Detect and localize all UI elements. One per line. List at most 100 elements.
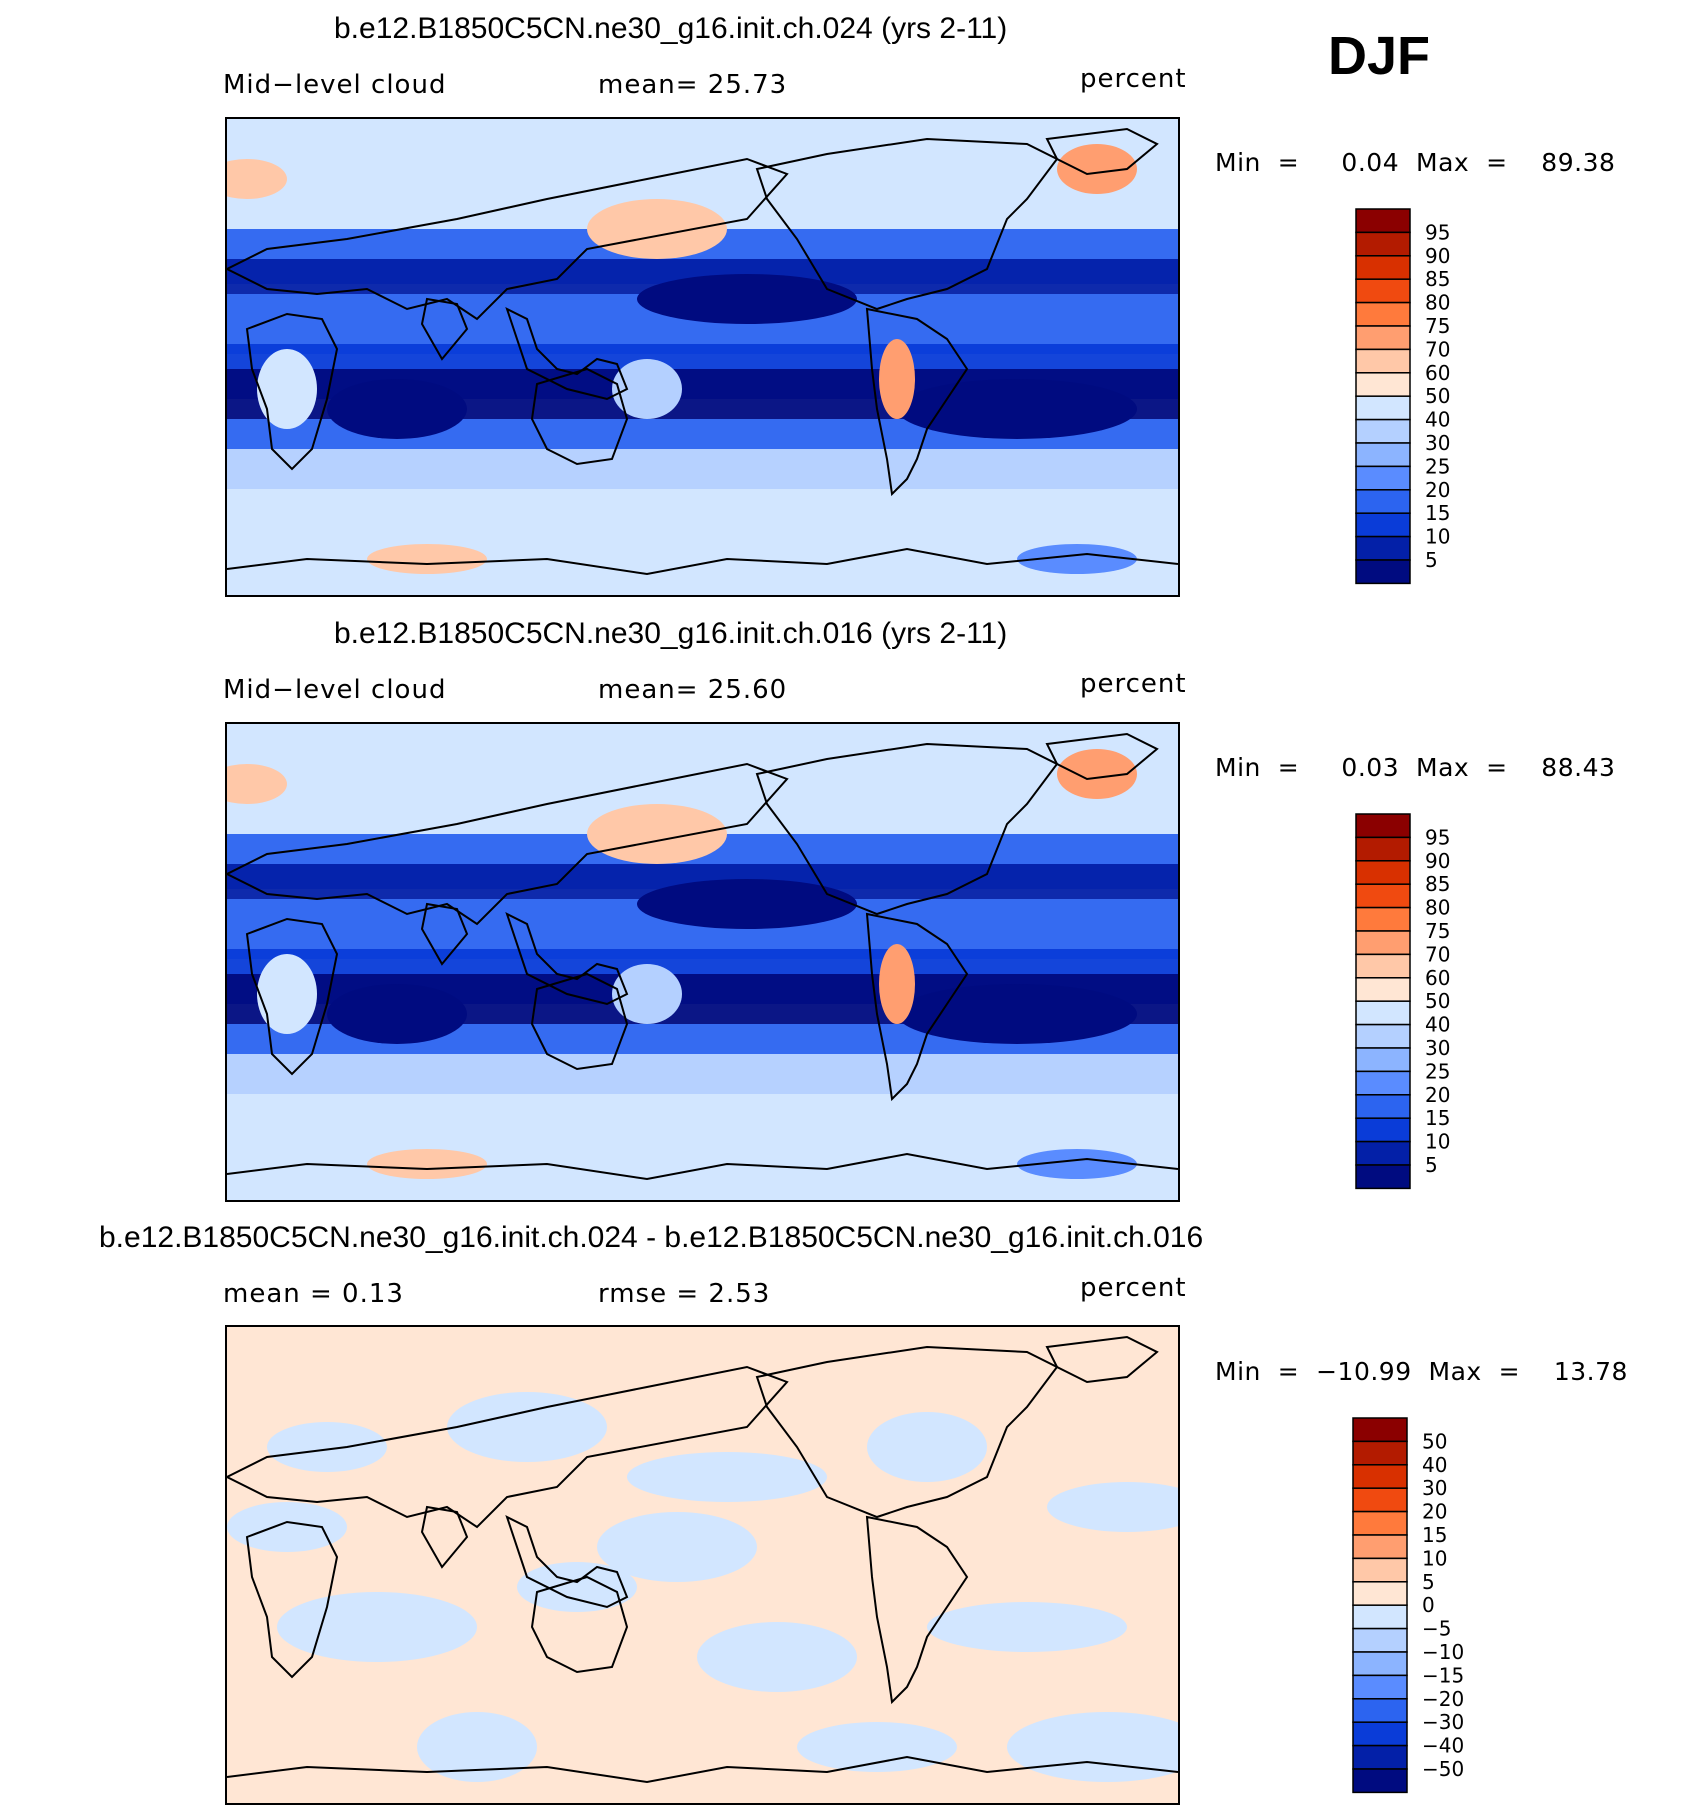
panel-1-variable-label: Mid−level cloud [223, 70, 447, 100]
colorbar-swatch [1355, 255, 1411, 280]
colorbar-tick-label: 80 [1425, 291, 1450, 315]
panel-1-units-label: percent [1080, 64, 1187, 94]
panel-3-map [225, 1325, 1180, 1805]
colorbar-swatch [1355, 418, 1411, 444]
colorbar-swatch [1352, 1627, 1408, 1653]
colorbar-tick-label: 0 [1422, 1593, 1435, 1617]
colorbar-swatch [1355, 231, 1411, 257]
colorbar-swatch [1355, 325, 1411, 351]
colorbar-swatch [1355, 930, 1411, 956]
colorbar-swatch [1355, 1164, 1411, 1190]
colorbar-swatch [1355, 1000, 1411, 1026]
colorbar-tick-label: 40 [1425, 1013, 1450, 1037]
colorbar-tick-label: 40 [1425, 408, 1450, 432]
colorbar-tick-label: 50 [1425, 384, 1450, 408]
colorbar-swatch [1352, 1557, 1408, 1583]
colorbar-tick-label: 30 [1422, 1476, 1447, 1500]
colorbar-swatch [1355, 1117, 1411, 1143]
panel-2-units-label: percent [1080, 669, 1187, 699]
colorbar-tick-label: 30 [1425, 1036, 1450, 1060]
colorbar-tick-label: 10 [1425, 525, 1450, 549]
colorbar-tick-label: 85 [1425, 872, 1450, 896]
colorbar-swatch [1355, 208, 1411, 234]
panel-2-title: b.e12.B1850C5CN.ne30_g16.init.ch.016 (yr… [334, 617, 1008, 650]
colorbar-tick-label: −20 [1422, 1687, 1464, 1711]
colorbar-swatch [1355, 465, 1411, 491]
colorbar-swatch [1352, 1768, 1408, 1794]
colorbar-swatch [1355, 1140, 1411, 1166]
panel-1-colorbar: 95 90 85 80 75 70 60 50 40 30 25 20 15 10 5 [1355, 208, 1475, 593]
panel-3-minmax: Min = −10.99 Max = 13.78 [1215, 1357, 1628, 1386]
colorbar-swatch [1352, 1510, 1408, 1536]
panel-2-map [225, 722, 1180, 1202]
colorbar-tick-label: 40 [1422, 1453, 1447, 1477]
colorbar-tick-label: 70 [1425, 942, 1450, 966]
colorbar-tick-label: 10 [1425, 1130, 1450, 1154]
colorbar-swatch [1352, 1721, 1408, 1747]
colorbar-swatch [1352, 1651, 1408, 1677]
colorbar-tick-label: 75 [1425, 314, 1450, 338]
colorbar-swatch [1355, 348, 1411, 374]
colorbar-tick-label: 70 [1425, 337, 1450, 361]
colorbar-swatch [1355, 860, 1411, 885]
panel-1-map [225, 117, 1180, 597]
panel-2-mean-label: mean= 25.60 [598, 675, 788, 705]
panel-1-mean-label: mean= 25.73 [598, 70, 788, 100]
colorbar-swatch [1352, 1744, 1408, 1770]
colorbar-swatch [1355, 512, 1411, 538]
colorbar-swatch [1352, 1534, 1408, 1560]
colorbar-swatch [1355, 372, 1411, 397]
colorbar-tick-label: 5 [1422, 1570, 1435, 1594]
colorbar-tick-label: 15 [1425, 1106, 1450, 1130]
colorbar-swatch [1355, 977, 1411, 1002]
colorbar-swatch [1355, 559, 1411, 585]
season-label: DJF [1328, 26, 1431, 86]
colorbar-tick-label: −10 [1422, 1640, 1464, 1664]
colorbar-tick-label: 95 [1425, 220, 1450, 244]
colorbar-swatch [1355, 1047, 1411, 1073]
colorbar-tick-label: 85 [1425, 267, 1450, 291]
colorbar-tick-label: 90 [1425, 244, 1450, 268]
colorbar-tick-label: 50 [1425, 989, 1450, 1013]
colorbar-swatch [1355, 395, 1411, 421]
panel-3-colorbar: 50 40 30 20 15 10 5 0 −5 −10 −15 −20 −30 −40 −50 [1352, 1417, 1472, 1802]
panel-1-minmax: Min = 0.04 Max = 89.38 [1215, 148, 1616, 177]
colorbar-swatch [1352, 1581, 1408, 1606]
colorbar-swatch [1352, 1417, 1408, 1443]
colorbar-tick-label: 20 [1422, 1500, 1447, 1524]
colorbar-swatch [1355, 301, 1411, 327]
colorbar-swatch [1352, 1698, 1408, 1723]
colorbar-tick-label: 25 [1425, 1059, 1450, 1083]
colorbar-swatch [1355, 813, 1411, 839]
colorbar-tick-label: −30 [1422, 1710, 1464, 1734]
colorbar-tick-label: 10 [1422, 1546, 1447, 1570]
colorbar-tick-label: 15 [1425, 501, 1450, 525]
colorbar-swatch [1355, 1094, 1411, 1119]
colorbar-swatch [1355, 953, 1411, 979]
colorbar-swatch [1352, 1440, 1408, 1466]
colorbar-swatch [1355, 836, 1411, 862]
colorbar-tick-label: −50 [1422, 1757, 1464, 1781]
colorbar-swatch [1352, 1674, 1408, 1700]
colorbar-tick-label: 30 [1425, 431, 1450, 455]
colorbar-swatch [1355, 1070, 1411, 1096]
colorbar-swatch [1355, 906, 1411, 932]
panel-1-title: b.e12.B1850C5CN.ne30_g16.init.ch.024 (yr… [334, 12, 1008, 45]
colorbar-tick-label: 95 [1425, 825, 1450, 849]
colorbar-tick-label: 50 [1422, 1429, 1447, 1453]
colorbar-tick-label: 25 [1425, 454, 1450, 478]
panel-3-rmse-label: rmse = 2.53 [598, 1279, 771, 1309]
colorbar-tick-label: −5 [1422, 1617, 1451, 1641]
colorbar-tick-label: 20 [1425, 1083, 1450, 1107]
colorbar-swatch [1355, 1023, 1411, 1049]
colorbar-tick-label: 5 [1425, 1153, 1438, 1177]
panel-3-units-label: percent [1080, 1273, 1187, 1303]
panel-2-variable-label: Mid−level cloud [223, 675, 447, 705]
panel-2-colorbar: 95 90 85 80 75 70 60 50 40 30 25 20 15 10 5 [1355, 813, 1475, 1198]
colorbar-swatch [1355, 883, 1411, 909]
colorbar-tick-label: 90 [1425, 849, 1450, 873]
colorbar-swatch [1355, 535, 1411, 561]
panel-3-title: b.e12.B1850C5CN.ne30_g16.init.ch.024 - b… [99, 1221, 1204, 1254]
colorbar-tick-label: −40 [1422, 1734, 1464, 1758]
colorbar-tick-label: 75 [1425, 919, 1450, 943]
